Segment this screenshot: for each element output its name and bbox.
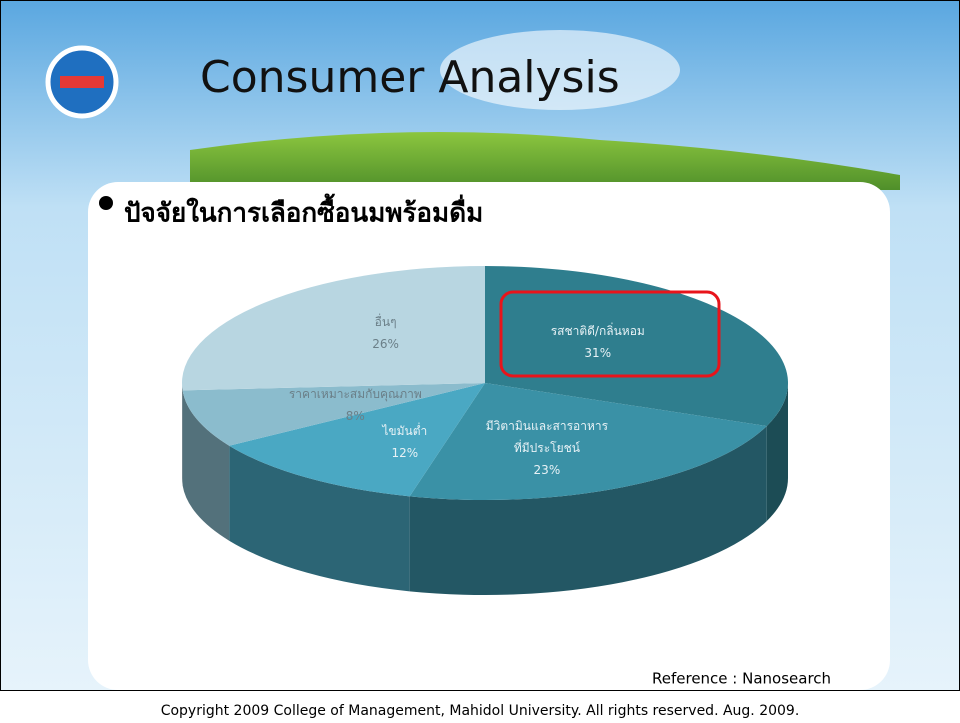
slice-side xyxy=(182,383,183,486)
highlight-box xyxy=(499,290,721,378)
pie-slice xyxy=(182,266,485,391)
slice-label: ราคาเหมาะสมกับคุณภาพ 8% xyxy=(270,383,440,427)
slice-label: รสชาติดี/กลิ่นหอม 31% xyxy=(533,320,663,364)
pie-slice xyxy=(229,383,485,497)
slice-category: มีวิตามินและสารอาหารที่มีประโยชน์ xyxy=(485,418,609,455)
slice-value: 31% xyxy=(584,346,612,361)
slice-label: อื่นๆ 26% xyxy=(321,311,451,355)
slice-label: มีวิตามินและสารอาหารที่มีประโยชน์ 23% xyxy=(482,415,612,481)
bullet-dot xyxy=(99,196,113,210)
slice-category: รสชาติดี/กลิ่นหอม xyxy=(550,324,645,339)
slide-title: Consumer Analysis xyxy=(200,52,620,103)
copyright: Copyright 2009 College of Management, Ma… xyxy=(161,703,800,719)
slice-category: อื่นๆ xyxy=(374,315,397,330)
slice-side xyxy=(409,426,767,595)
logo-band xyxy=(60,76,104,88)
bullet-text: ปัจจัยในการเลือกซื้อนมพร้อมดื่ม xyxy=(124,193,483,229)
pie-slice xyxy=(485,266,789,427)
slice-category: ราคาเหมาะสมกับคุณภาพ xyxy=(288,387,422,402)
slice-side xyxy=(229,445,410,592)
cloud xyxy=(440,30,680,110)
slice-value: 23% xyxy=(533,462,561,477)
slice-side xyxy=(182,390,230,541)
slice-side xyxy=(766,383,789,522)
slice-value: 8% xyxy=(345,409,365,424)
pie-chart xyxy=(182,266,789,595)
pie-slice xyxy=(182,383,485,446)
slice-label: ไขมันต่ำ 12% xyxy=(340,420,470,464)
slice-category: ไขมันต่ำ xyxy=(382,423,428,438)
pie-slice xyxy=(409,383,767,500)
reference: Reference : Nanosearch xyxy=(652,670,831,688)
grass xyxy=(190,132,900,190)
slice-value: 26% xyxy=(372,337,399,352)
slice-value: 12% xyxy=(391,445,419,460)
